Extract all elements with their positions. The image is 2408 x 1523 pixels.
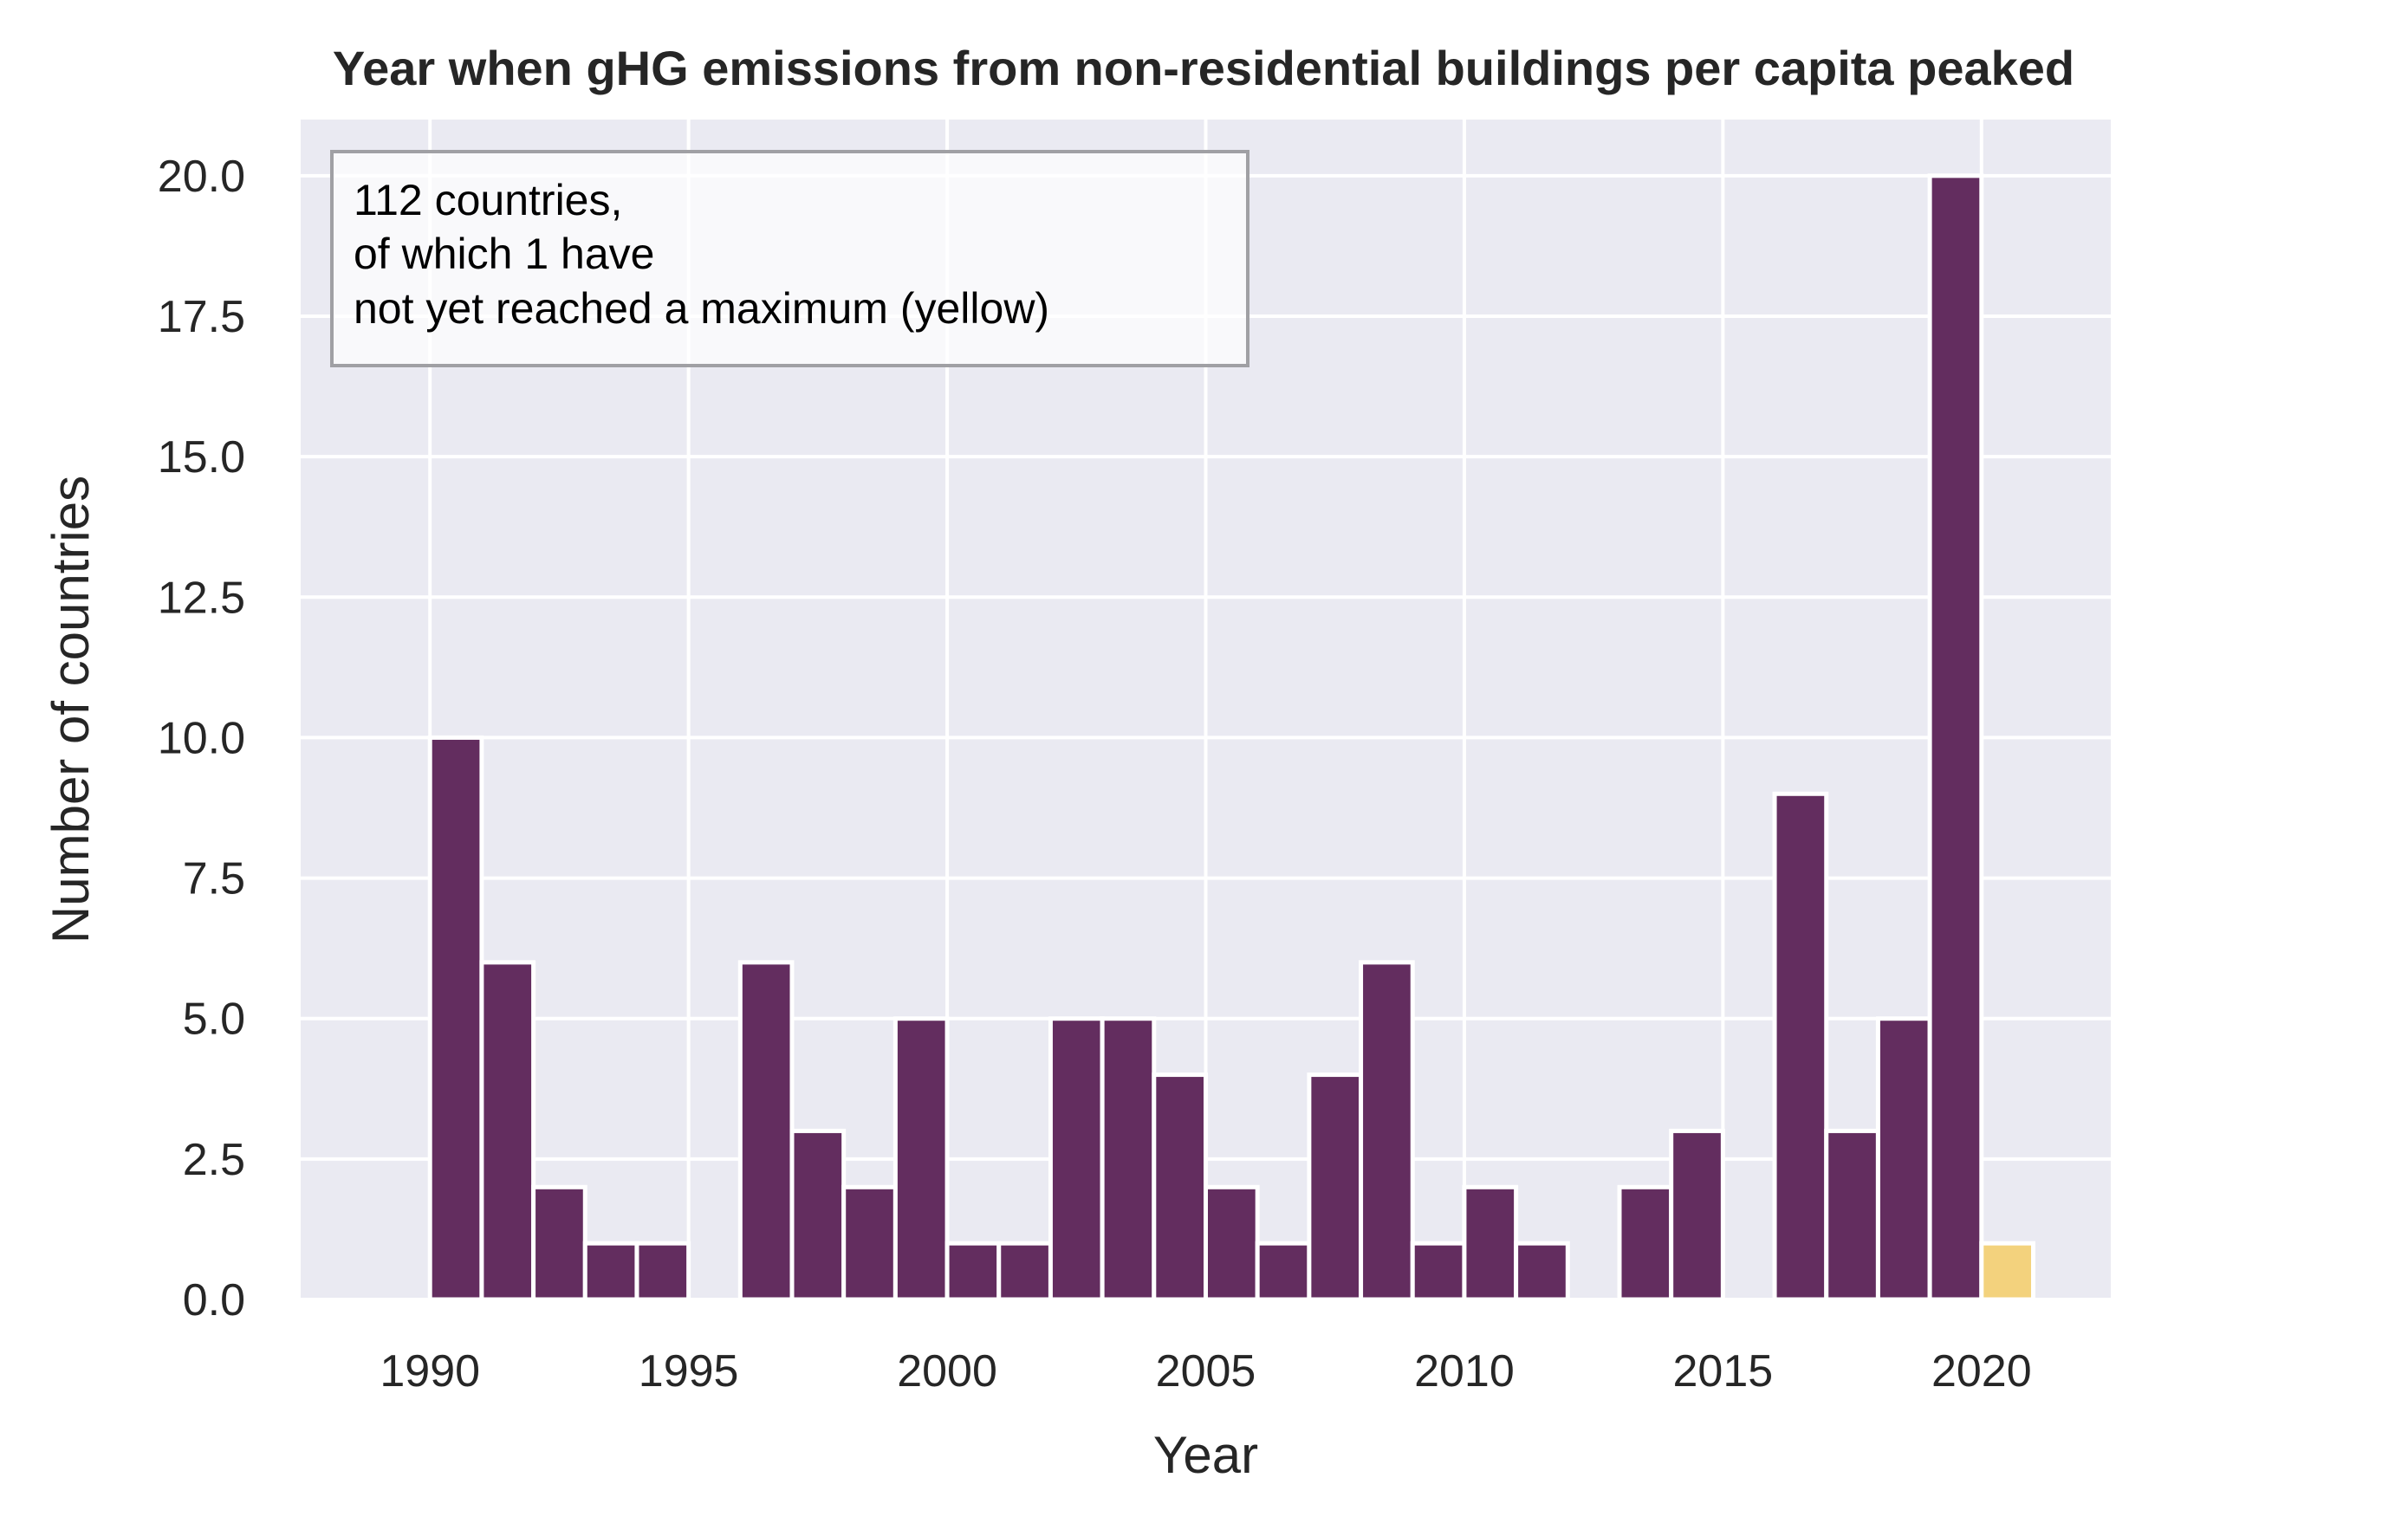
bar (1669, 1128, 1725, 1302)
y-tick-label: 5.0 (183, 995, 245, 1045)
bar (1359, 960, 1415, 1302)
bar (841, 1184, 898, 1302)
y-tick-label: 12.5 (158, 573, 245, 623)
bar (1462, 1184, 1519, 1302)
bar (1307, 1073, 1364, 1302)
bar (1772, 791, 1829, 1302)
bar (944, 1241, 1002, 1302)
y-tick-label: 17.5 (158, 292, 245, 342)
y-tick-label: 7.5 (183, 854, 245, 904)
annotation-line: 112 countries, (354, 176, 622, 224)
x-tick-label: 1995 (639, 1346, 739, 1397)
y-tick-label: 0.0 (183, 1275, 245, 1325)
chart-title: Year when gHG emissions from non-residen… (333, 41, 2074, 95)
bar (737, 960, 795, 1302)
bar (479, 960, 536, 1302)
bar (1927, 173, 1984, 1302)
annotation-frame (330, 150, 1249, 367)
x-tick-label: 2015 (1673, 1346, 1774, 1397)
y-tick-label: 10.0 (158, 713, 245, 763)
bar (789, 1128, 847, 1302)
x-axis-label: Year (1153, 1426, 1258, 1484)
annotation-line: of which 1 have (354, 230, 654, 278)
bar (1048, 1016, 1105, 1302)
y-tick-label: 20.0 (158, 152, 245, 202)
bar (1152, 1073, 1209, 1302)
bar (1617, 1184, 1674, 1302)
x-tick-label: 2020 (1931, 1346, 2032, 1397)
bar (1875, 1016, 1932, 1302)
x-tick-label: 2005 (1156, 1346, 1256, 1397)
x-tick-label: 2010 (1414, 1346, 1515, 1397)
y-tick-label: 15.0 (158, 432, 245, 483)
bar (1204, 1184, 1260, 1302)
bar (1410, 1241, 1467, 1302)
x-tick-label: 1990 (380, 1346, 480, 1397)
bar (634, 1241, 691, 1302)
bar (1255, 1241, 1312, 1302)
bar (892, 1016, 950, 1302)
bar (996, 1241, 1053, 1302)
bar (582, 1241, 639, 1302)
bar (427, 735, 484, 1302)
bar (1514, 1241, 1570, 1302)
y-tick-label: 2.5 (183, 1135, 245, 1185)
bar (531, 1184, 587, 1302)
bar (1100, 1016, 1157, 1302)
y-ticks: 0.0 2.5 5.0 7.5 10.0 12.5 15.0 17.5 20.0 (158, 152, 245, 1325)
bars (427, 173, 2035, 1302)
bar (1824, 1128, 1880, 1302)
bar (1979, 1241, 2035, 1302)
annotation-line: not yet reached a maximum (yellow) (354, 284, 1049, 333)
x-tick-label: 2000 (897, 1346, 997, 1397)
y-axis-label: Number of countries (42, 476, 100, 943)
annotation-box: 112 countries, of which 1 have not yet r… (330, 150, 1249, 367)
x-ticks: 1990 1995 2000 2005 2010 2015 2020 (380, 1346, 2031, 1397)
